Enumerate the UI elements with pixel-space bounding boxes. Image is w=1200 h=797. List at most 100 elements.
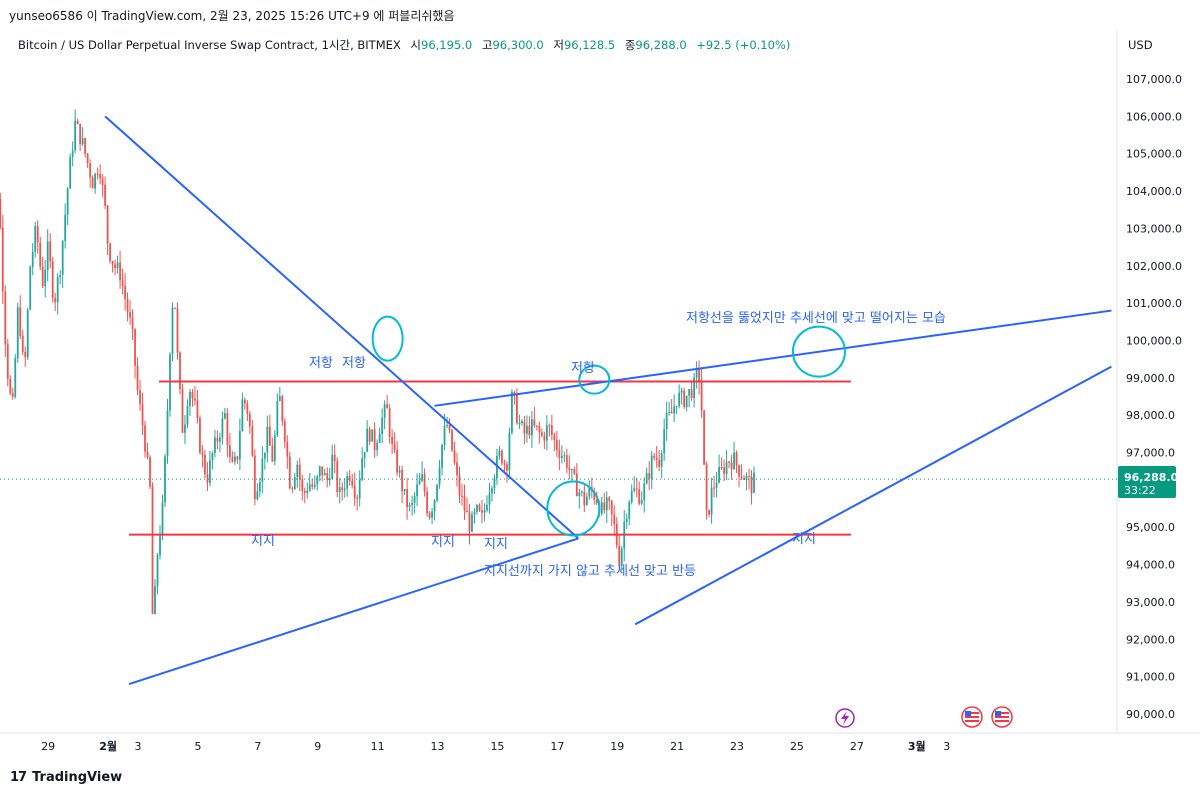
- candle: [224, 408, 226, 420]
- time-tick-label: 3: [135, 740, 142, 753]
- uptrend-line-lower[interactable]: [128, 537, 579, 686]
- candle: [39, 236, 42, 271]
- candle: [353, 472, 356, 507]
- candle: [618, 534, 621, 569]
- candle: [658, 449, 661, 472]
- candle: [221, 411, 224, 445]
- candle: [408, 502, 411, 512]
- candle: [700, 368, 703, 418]
- highlight-circle[interactable]: [371, 315, 404, 362]
- highlight-circle[interactable]: [791, 325, 846, 378]
- candle: [201, 445, 204, 468]
- open-value: 96,195.0: [421, 38, 473, 52]
- candle: [628, 500, 631, 526]
- candle: [600, 496, 603, 516]
- candle: [585, 492, 588, 506]
- candle: [104, 176, 107, 210]
- highlight-circle[interactable]: [546, 480, 601, 537]
- lightning-event-icon[interactable]: [835, 708, 855, 728]
- candle: [615, 517, 618, 549]
- candle: [166, 398, 169, 464]
- candle: [703, 409, 706, 466]
- candle: [478, 503, 481, 512]
- price-tick-label: 99,000.0: [1126, 372, 1175, 385]
- candle: [46, 229, 49, 282]
- candle: [19, 295, 22, 339]
- candle: [753, 466, 755, 494]
- candle: [306, 482, 309, 499]
- bar-countdown: 33:22: [1124, 484, 1156, 497]
- candle: [613, 505, 616, 536]
- close-label: 종: [624, 38, 636, 52]
- candle: [51, 256, 54, 303]
- candle: [109, 242, 111, 264]
- candle: [116, 255, 119, 274]
- candle: [451, 429, 453, 452]
- uptrend-line-right[interactable]: [634, 365, 1112, 626]
- tradingview-logo[interactable]: 17 TradingView: [10, 770, 122, 785]
- candle: [366, 420, 369, 452]
- candle: [358, 470, 361, 507]
- candle: [376, 439, 379, 457]
- time-tick-label: 3월: [908, 739, 926, 753]
- candle: [568, 455, 571, 480]
- candle: [678, 384, 681, 409]
- candle: [423, 468, 426, 497]
- uptrend-line-upper[interactable]: [434, 309, 1112, 407]
- candle: [79, 123, 82, 152]
- candle: [136, 357, 139, 396]
- candle: [211, 451, 214, 470]
- currency-label[interactable]: USD: [1128, 38, 1153, 52]
- candle: [29, 265, 32, 311]
- candle: [433, 498, 436, 521]
- candle: [111, 260, 114, 273]
- price-tick-label: 106,000.0: [1126, 110, 1182, 123]
- candle: [96, 167, 99, 180]
- candle: [535, 425, 538, 431]
- candle: [503, 459, 506, 473]
- downtrend-line[interactable]: [104, 115, 579, 540]
- candle: [154, 579, 156, 615]
- candle: [471, 510, 473, 533]
- candle: [231, 451, 234, 463]
- candle: [718, 454, 720, 484]
- time-tick-label: 7: [254, 740, 261, 753]
- candle: [573, 466, 576, 476]
- candle: [271, 437, 274, 463]
- candle: [403, 488, 406, 496]
- candle: [351, 473, 354, 489]
- candle: [378, 427, 381, 444]
- highlight-circles: [371, 315, 846, 537]
- candle: [428, 511, 431, 520]
- candle: [134, 328, 136, 379]
- last-price-value: 96,288.0: [1124, 471, 1179, 484]
- low-label: 저: [553, 38, 564, 52]
- candle: [258, 477, 261, 497]
- us-flag-event-icon[interactable]: [961, 706, 983, 728]
- candle: [521, 419, 523, 426]
- us-flag-event-icon-2[interactable]: [991, 706, 1013, 728]
- candle: [416, 473, 418, 506]
- candle: [513, 390, 516, 405]
- close-value: 96,288.0: [635, 38, 687, 52]
- published-line: yunseo6586 이 TradingView.com, 2월 23, 202…: [9, 9, 455, 23]
- candle: [184, 415, 186, 444]
- candle: [461, 483, 463, 506]
- candle: [89, 159, 92, 188]
- price-tick-label: 103,000.0: [1126, 222, 1182, 235]
- highlight-circle[interactable]: [578, 364, 611, 395]
- candle: [698, 360, 701, 395]
- candle: [0, 192, 2, 230]
- candle: [738, 464, 740, 488]
- candle: [560, 445, 563, 464]
- price-axis[interactable]: 107,000.0 106,000.0 105,000.0 104,000.0 103,…: [1126, 73, 1182, 721]
- candle: [308, 473, 311, 493]
- candle: [563, 451, 566, 462]
- time-axis[interactable]: 27292월35791113151719212325273월3: [0, 739, 950, 753]
- candle: [695, 361, 698, 389]
- candle: [248, 411, 251, 434]
- candle: [643, 477, 646, 513]
- candle: [418, 472, 421, 485]
- candle: [293, 472, 296, 491]
